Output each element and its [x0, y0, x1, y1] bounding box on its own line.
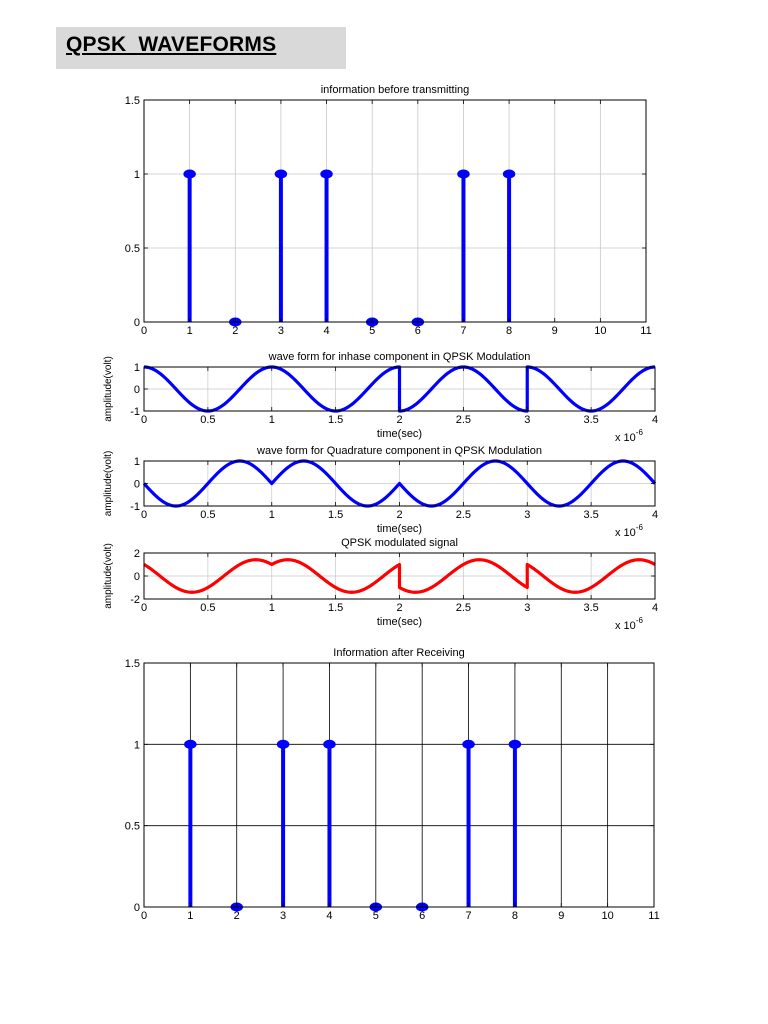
x-exponent-label: x 10-6 — [615, 616, 643, 632]
x-tick-label: 1 — [269, 414, 275, 426]
y-tick-label: 1 — [134, 362, 140, 374]
x-tick-label: 2.5 — [456, 602, 471, 614]
x-axis-label: time(sec) — [377, 428, 422, 440]
y-tick-label: -2 — [130, 594, 140, 606]
x-tick-label: 8 — [512, 910, 518, 922]
x-tick-label: 3.5 — [583, 509, 598, 521]
x-tick-label: 3.5 — [583, 602, 598, 614]
y-axis-label: amplitude(volt) — [103, 543, 114, 609]
x-tick-label: 4 — [323, 325, 329, 337]
x-tick-label: 0 — [141, 325, 147, 337]
series-line — [143, 558, 656, 594]
chart-title: QPSK modulated signal — [341, 537, 458, 549]
x-tick-label: 3 — [524, 414, 530, 426]
y-tick-label: 1 — [134, 739, 140, 751]
x-tick-label: 3 — [278, 325, 284, 337]
page-heading: QPSK WAVEFORMS — [66, 33, 277, 56]
axes-box — [143, 99, 647, 323]
stem-marker — [184, 739, 197, 749]
x-tick-label: 1.5 — [328, 509, 343, 521]
stem-marker — [276, 739, 290, 749]
axes-box — [143, 662, 655, 908]
x-tick-label: 7 — [460, 325, 466, 337]
x-tick-label: 3.5 — [583, 414, 598, 426]
x-tick-label: 1.5 — [328, 602, 343, 614]
x-tick-label: 2 — [396, 414, 402, 426]
stem-marker — [320, 169, 333, 179]
x-tick-label: 8 — [506, 325, 512, 337]
y-tick-label: -1 — [130, 501, 140, 513]
x-tick-label: 6 — [415, 325, 421, 337]
chart-title: wave form for inhase component in QPSK M… — [268, 351, 531, 363]
x-tick-label: 2 — [396, 509, 402, 521]
y-tick-label: 0 — [134, 317, 140, 329]
x-tick-label: 0.5 — [200, 509, 215, 521]
y-axis-label: amplitude(volt) — [103, 451, 114, 517]
x-tick-label: 10 — [594, 325, 606, 337]
x-tick-label: 1.5 — [328, 414, 343, 426]
x-axis-label: time(sec) — [377, 523, 422, 535]
y-tick-label: 0 — [134, 571, 140, 583]
y-tick-label: 0 — [134, 479, 140, 491]
x-tick-label: 9 — [552, 325, 558, 337]
stem-marker — [502, 169, 516, 179]
x-tick-label: 1 — [187, 325, 193, 337]
x-tick-label: 2.5 — [456, 509, 471, 521]
x-tick-label: 5 — [373, 910, 379, 922]
x-tick-label: 4 — [652, 509, 658, 521]
x-tick-label: 0.5 — [200, 414, 215, 426]
y-tick-label: 0.5 — [125, 243, 140, 255]
stem-marker — [183, 169, 196, 179]
x-tick-label: 0 — [141, 602, 147, 614]
x-tick-label: 4 — [326, 910, 332, 922]
stem-marker — [274, 169, 288, 179]
x-tick-label: 2 — [232, 325, 238, 337]
series-line — [142, 459, 657, 508]
x-tick-label: 2 — [396, 602, 402, 614]
x-tick-label: 4 — [652, 414, 658, 426]
stem-marker — [323, 739, 336, 749]
x-tick-label: 10 — [602, 910, 614, 922]
x-tick-label: 11 — [648, 910, 659, 922]
y-axis-label: amplitude(volt) — [103, 356, 114, 422]
x-tick-label: 1 — [187, 910, 193, 922]
x-tick-label: 3 — [524, 602, 530, 614]
y-tick-label: 0 — [134, 902, 140, 914]
x-tick-label: 0.5 — [200, 602, 215, 614]
y-tick-label: 2 — [134, 548, 140, 560]
x-tick-label: 4 — [652, 602, 658, 614]
x-tick-label: 6 — [419, 910, 425, 922]
chart-title: information before transmitting — [321, 84, 470, 96]
x-tick-label: 0 — [141, 509, 147, 521]
x-tick-label: 3 — [280, 910, 286, 922]
y-tick-label: -1 — [130, 406, 140, 418]
y-tick-label: 0 — [134, 384, 140, 396]
x-tick-label: 0 — [141, 414, 147, 426]
y-tick-label: 0.5 — [125, 821, 140, 833]
x-exponent-label: x 10-6 — [615, 523, 643, 539]
x-tick-label: 1 — [269, 602, 275, 614]
stem-marker — [462, 739, 475, 749]
x-tick-label: 7 — [465, 910, 471, 922]
y-tick-label: 1 — [134, 456, 140, 468]
x-tick-label: 11 — [640, 325, 651, 337]
x-tick-label: 2.5 — [456, 414, 471, 426]
x-tick-label: 0 — [141, 910, 147, 922]
x-tick-label: 5 — [369, 325, 375, 337]
x-tick-label: 9 — [558, 910, 564, 922]
x-axis-label: time(sec) — [377, 616, 422, 628]
x-tick-label: 3 — [524, 509, 530, 521]
y-tick-label: 1.5 — [125, 658, 140, 670]
y-tick-label: 1.5 — [125, 95, 140, 107]
x-tick-label: 1 — [269, 509, 275, 521]
chart-title: Information after Receiving — [333, 647, 464, 659]
heading-box: QPSK WAVEFORMS — [56, 27, 346, 69]
y-tick-label: 1 — [134, 169, 140, 181]
stem-marker — [508, 739, 522, 749]
chart-title: wave form for Quadrature component in QP… — [256, 445, 542, 457]
x-tick-label: 2 — [234, 910, 240, 922]
stem-marker — [457, 169, 470, 179]
x-exponent-label: x 10-6 — [615, 428, 643, 444]
